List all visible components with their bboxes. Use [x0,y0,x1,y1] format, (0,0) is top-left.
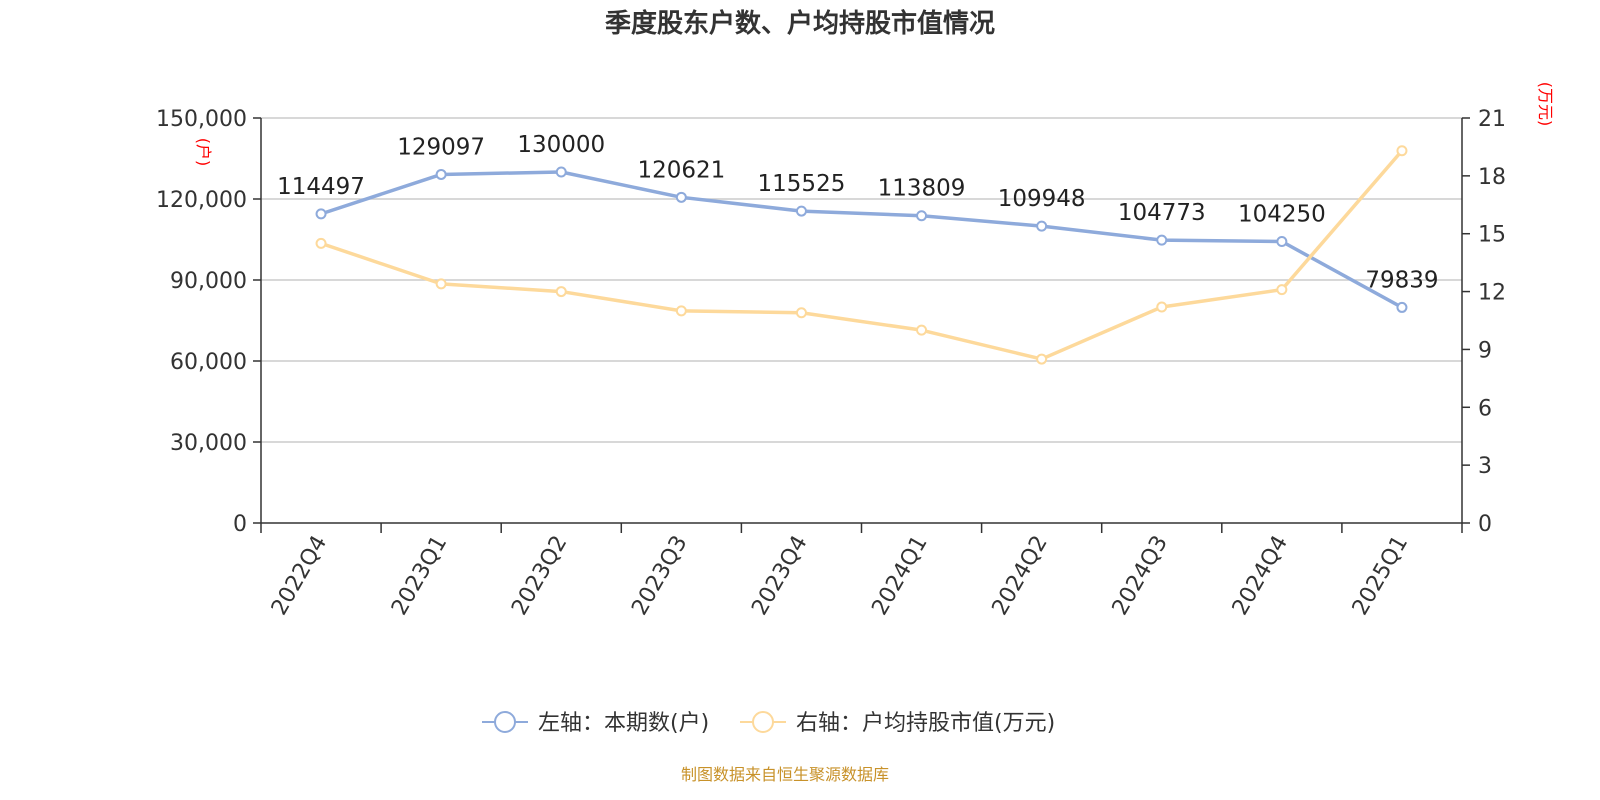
legend-label-left-series: 左轴：本期数(户) [538,711,709,736]
x-axis-ticks: 2022Q4 2023Q1 2023Q2 2023Q3 2023Q4 2024Q1 2024… [260,523,1463,620]
data-label: 115525 [758,171,846,197]
data-label: 79839 [1365,267,1438,293]
data-label: 109948 [998,186,1086,212]
data-label: 104250 [1238,202,1326,228]
data-label: 104773 [1118,200,1206,226]
right-tick-label: 0 [1478,512,1492,537]
chart-title: 季度股东户数、户均持股市值情况 [605,8,995,39]
data-label: 114497 [277,174,365,200]
legend[interactable]: 左轴：本期数(户) 右轴：户均持股市值(万元) [482,711,1055,736]
series-line-left [319,170,1404,310]
data-label: 113809 [878,176,966,202]
legend-item-left-series[interactable]: 左轴：本期数(户) [482,711,709,736]
legend-item-right-series[interactable]: 右轴：户均持股市值(万元) [740,711,1055,736]
data-point-right [675,305,687,317]
x-tick-label: 2025Q1 [1348,532,1413,620]
data-point-right [435,278,447,290]
right-axis-unit: (万元) [1536,82,1555,127]
x-tick-label: 2023Q2 [507,532,572,620]
data-label: 129097 [397,134,485,160]
gridlines [261,117,1462,443]
legend-marker-right-series [752,711,774,733]
series-layer [315,145,1408,365]
x-tick-label: 2023Q3 [627,532,692,620]
data-label: 130000 [517,132,605,158]
right-tick-label: 21 [1478,107,1506,132]
source-note: 制图数据来自恒生聚源数据库 [681,765,889,784]
data-point-left [916,210,928,222]
right-tick-label: 15 [1478,223,1506,248]
x-tick-label: 2024Q1 [867,532,932,620]
data-point-left [435,168,447,180]
data-point-right [795,307,807,319]
left-tick-label: 60,000 [170,350,247,375]
right-tick-label: 3 [1478,454,1492,479]
right-axis-ticks: 0 3 6 9 12 15 18 21 [1462,107,1506,537]
data-point-right [1396,145,1408,157]
x-tick-label: 2022Q4 [267,532,332,620]
data-point-right [1276,284,1288,296]
data-point-right [1036,353,1048,365]
data-point-left [1036,220,1048,232]
legend-marker-left-series [494,711,516,733]
data-labels: 114497 129097 130000 120621 115525 113809 1099… [277,132,1438,293]
x-tick-label: 2023Q1 [387,532,452,620]
data-point-left [1156,234,1168,246]
data-point-left [1396,301,1408,313]
data-point-left [555,166,567,178]
left-tick-label: 90,000 [170,269,247,294]
left-tick-label: 150,000 [156,107,247,132]
legend-label-right-series: 右轴：户均持股市值(万元) [796,711,1055,736]
right-tick-label: 6 [1478,396,1492,421]
data-point-right [1156,301,1168,313]
data-point-right [916,324,928,336]
data-label: 120621 [637,157,725,183]
left-axis-ticks: 0 30,000 60,000 90,000 120,000 150,000 [156,107,261,537]
data-point-left [795,205,807,217]
data-point-right [555,286,567,298]
series-line-right [319,149,1404,361]
left-tick-label: 30,000 [170,431,247,456]
left-tick-label: 0 [233,512,247,537]
right-tick-label: 12 [1478,281,1506,306]
right-tick-label: 9 [1478,338,1492,363]
left-tick-label: 120,000 [156,188,247,213]
data-point-left [1276,236,1288,248]
data-point-left [315,208,327,220]
data-point-right [315,237,327,249]
left-axis-unit: (户) [194,138,213,167]
data-point-left [675,191,687,203]
x-tick-label: 2023Q4 [747,532,812,620]
x-tick-label: 2024Q4 [1228,532,1293,620]
x-tick-label: 2024Q2 [988,532,1053,620]
x-tick-label: 2024Q3 [1108,532,1173,620]
right-tick-label: 18 [1478,165,1506,190]
